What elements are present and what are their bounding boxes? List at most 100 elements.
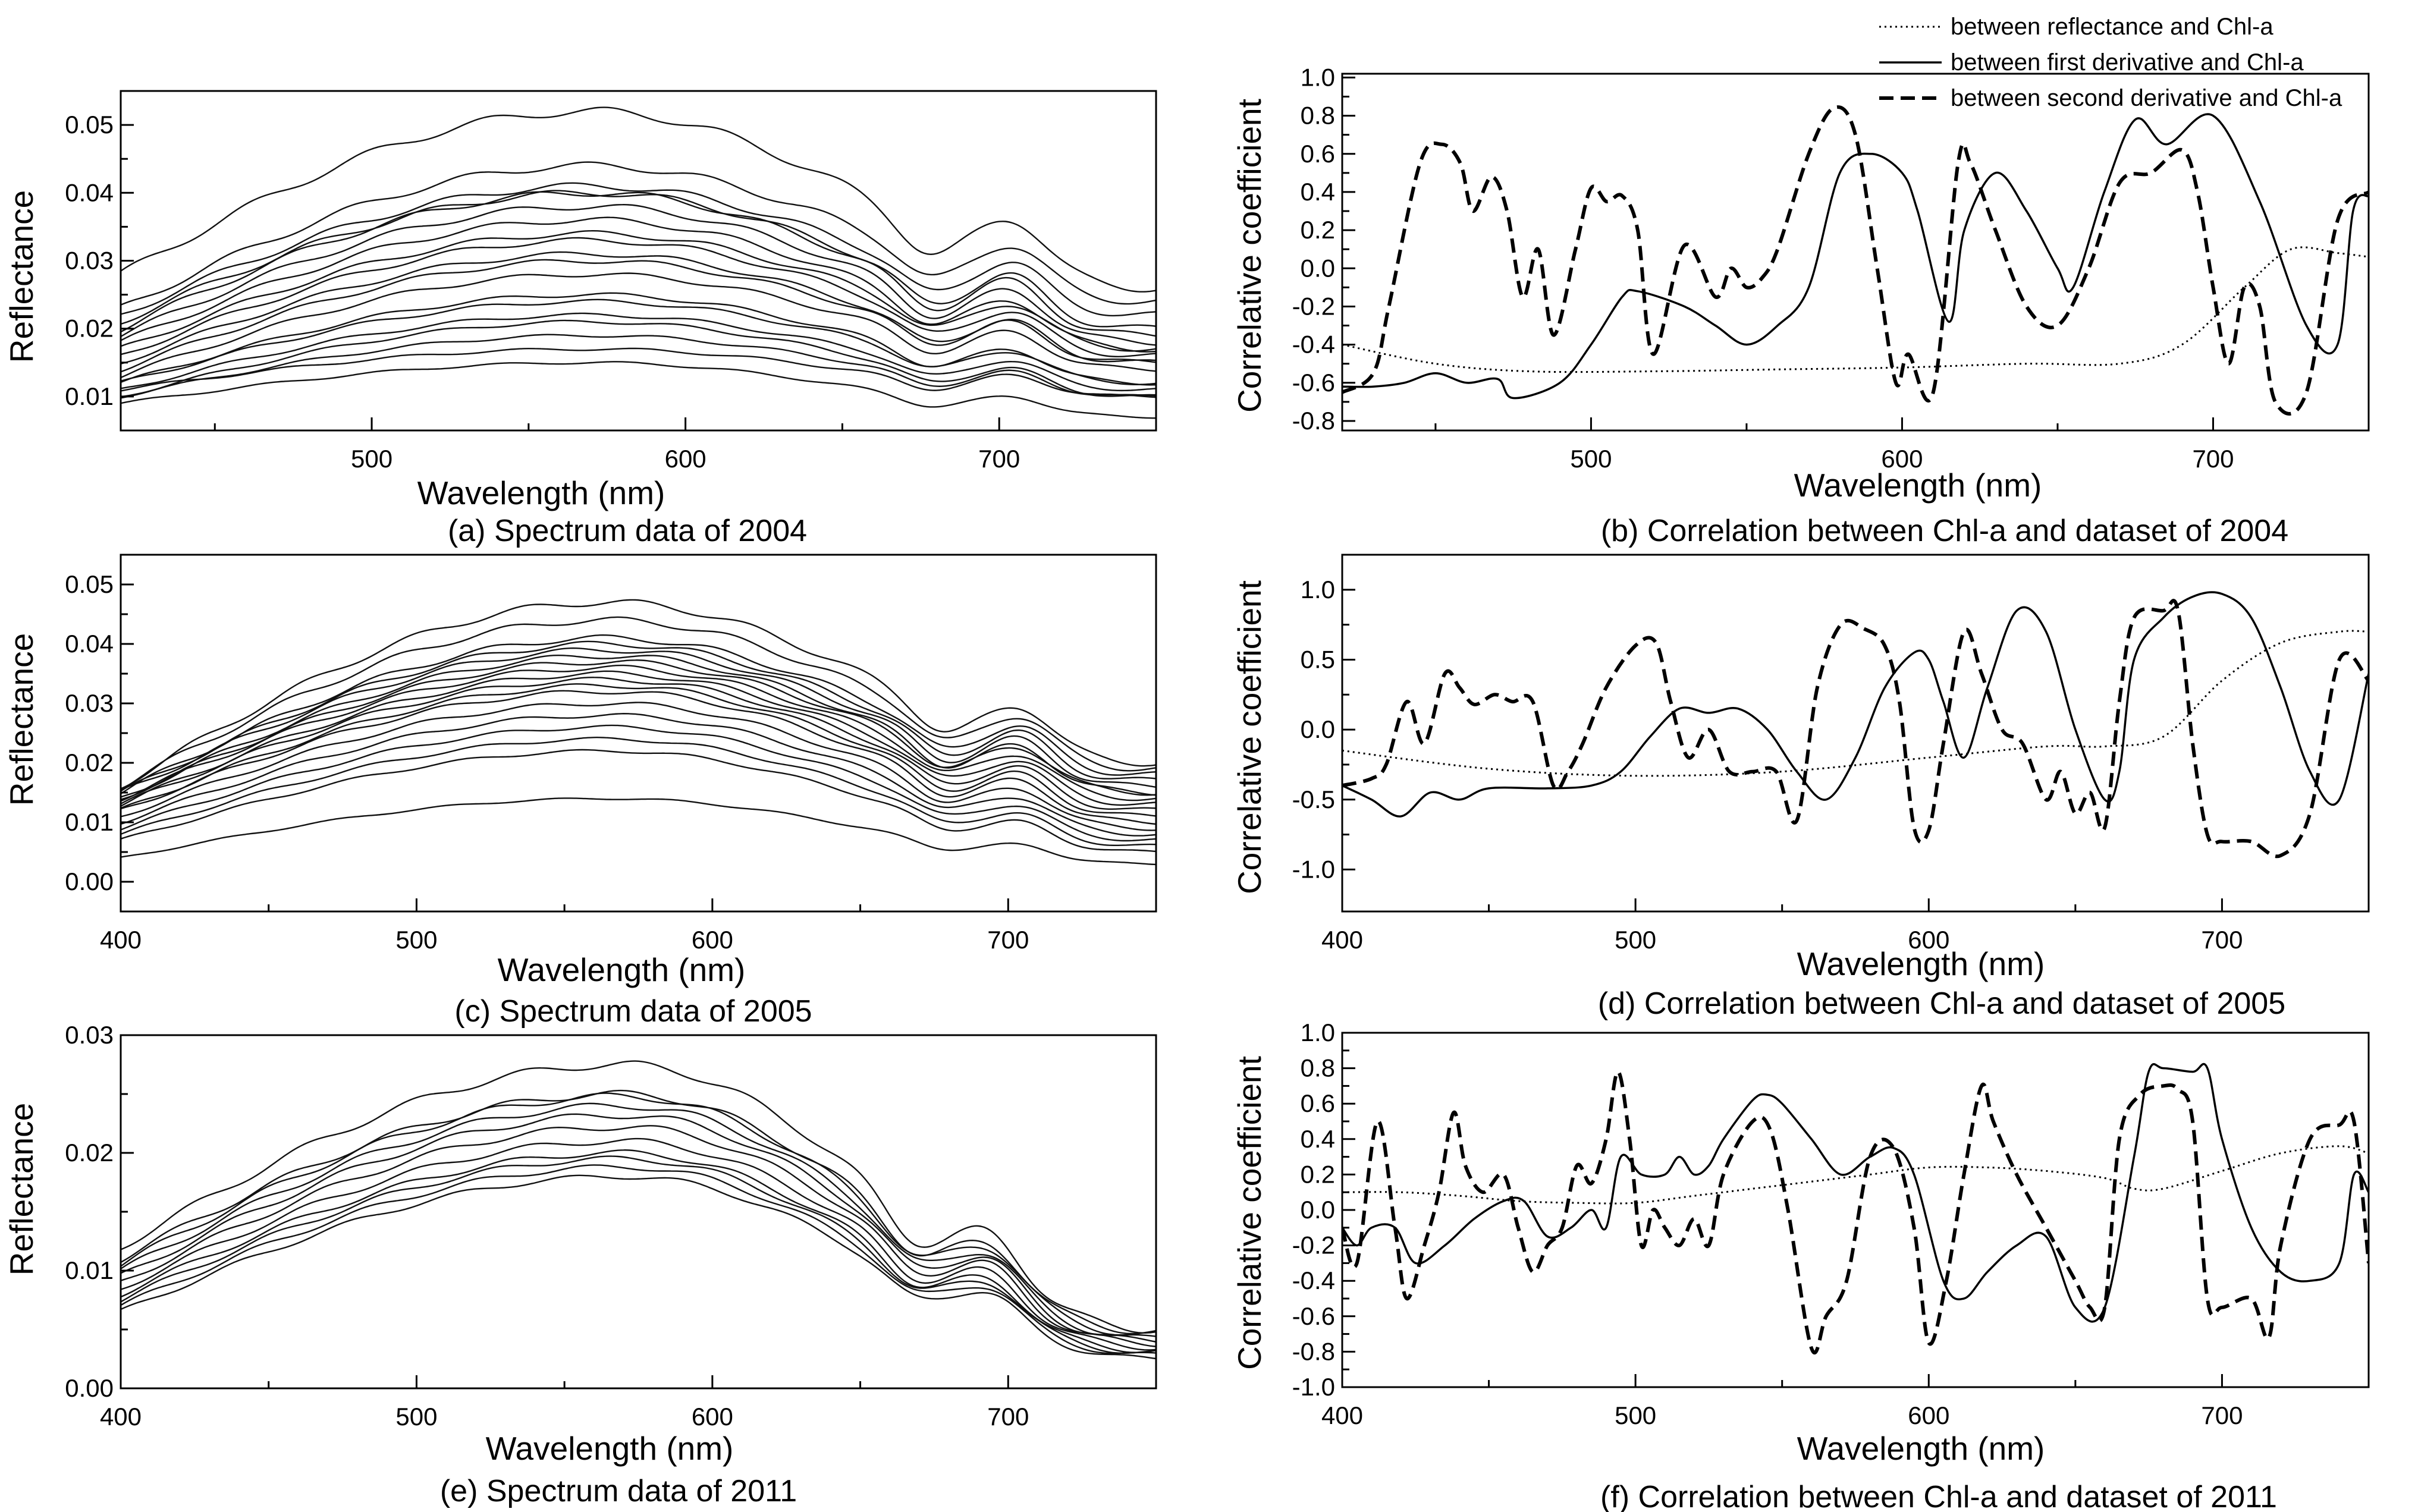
- y-axis-label: Correlative coefficient: [1231, 1056, 1268, 1370]
- x-tick-label: 400: [100, 926, 142, 954]
- spectrum-line: [121, 1092, 1156, 1336]
- y-tick-label: 0.0: [1301, 1196, 1335, 1224]
- spectrum-line: [121, 690, 1156, 825]
- y-tick-label: 0.01: [65, 382, 114, 410]
- x-tick-label: 700: [978, 445, 1020, 473]
- spectrum-line: [121, 230, 1156, 352]
- y-tick-label: -0.4: [1292, 1266, 1335, 1294]
- spectrum-line: [121, 312, 1156, 392]
- x-tick-label: 700: [987, 1403, 1029, 1431]
- panel-c-spectrum-2005: 400 500 600 700 0.00 0.01 0.02 0.03 0.04 0.05 Wav…: [3, 554, 1157, 1029]
- spectrum-line: [121, 599, 1156, 790]
- y-axis-label: Correlative coefficient: [1231, 580, 1268, 894]
- y-tick-label: 0.4: [1301, 1125, 1335, 1153]
- plot-frame: [1341, 1032, 2370, 1388]
- spectrum-line: [121, 659, 1156, 800]
- spectrum-line: [121, 203, 1156, 346]
- y-tick-label: 0.01: [65, 808, 114, 836]
- x-tick-label: 500: [1615, 926, 1656, 954]
- y-tick-label: 0.03: [65, 1021, 114, 1049]
- series-line-dotted: [1342, 246, 2369, 373]
- spectrum-line: [121, 334, 1156, 399]
- spectrum-line: [121, 161, 1156, 306]
- y-tick-label: 1.0: [1301, 576, 1335, 603]
- panel-b-correlation-2004: 500 600 700 -0.8 -0.6 -0.4 -0.2 0.0 0.2 0.4 0.6 0.8…: [1231, 14, 2370, 548]
- plot-frame: [1341, 554, 2370, 913]
- y-tick-label: 0.03: [65, 689, 114, 717]
- y-tick-label: -0.6: [1292, 1302, 1335, 1330]
- spectrum-line: [121, 702, 1156, 831]
- spectrum-line: [121, 190, 1156, 328]
- x-axis-label: Wavelength (nm): [417, 474, 665, 511]
- spectrum-line: [121, 1102, 1156, 1337]
- x-axis-label: Wavelength (nm): [1797, 945, 2045, 982]
- axis-ticks-2005-correlation: 400 500 600 700 -1.0 -0.5 0.0 0.5 1.0: [1292, 576, 2370, 954]
- spectrum-line: [121, 1113, 1156, 1343]
- y-axis-label: Reflectance: [3, 1103, 40, 1275]
- x-tick-label: 500: [395, 926, 437, 954]
- panel-caption: (f) Correlation between Chl-a and datase…: [1600, 1480, 2277, 1512]
- spectrum-line: [121, 737, 1156, 847]
- x-tick-label: 600: [1881, 445, 1923, 473]
- y-tick-label: 0.00: [65, 867, 114, 895]
- spectrum-curves-2011: [121, 1060, 1156, 1360]
- plot-frame: [120, 90, 1157, 432]
- series-line-dashed: [1342, 105, 2369, 416]
- panel-e-spectrum-2011: 400 500 600 700 0.00 0.01 0.02 0.03 Wavelength …: [3, 1021, 1157, 1508]
- x-tick-label: 700: [2201, 926, 2243, 954]
- legend-label: between second derivative and Chl-a: [1951, 85, 2342, 111]
- x-tick-label: 600: [692, 926, 733, 954]
- spectrum-line: [121, 191, 1156, 337]
- series-line-dotted: [1342, 630, 2369, 777]
- spectrum-line: [121, 1125, 1156, 1347]
- series-line-dashed: [1342, 1070, 2369, 1355]
- correlation-curves-2004: [1342, 105, 2369, 416]
- spectrum-line: [121, 292, 1156, 386]
- spectrum-line: [121, 106, 1156, 293]
- spectrum-line: [121, 272, 1156, 379]
- legend-label: between reflectance and Chl-a: [1951, 14, 2273, 40]
- spectrum-line: [121, 298, 1156, 386]
- y-axis-label: Correlative coefficient: [1231, 99, 1268, 413]
- x-tick-label: 700: [987, 926, 1029, 954]
- y-tick-label: 0.2: [1301, 216, 1335, 244]
- axis-ticks-2004-spectrum: 500 600 700 0.01 0.02 0.03 0.04 0.05: [65, 111, 1157, 473]
- x-axis-label: Wavelength (nm): [1794, 467, 2042, 504]
- panel-caption: (a) Spectrum data of 2004: [448, 514, 807, 548]
- spectrum-line: [121, 1089, 1156, 1335]
- y-tick-label: -0.8: [1292, 1337, 1335, 1365]
- spectrum-line: [121, 347, 1156, 398]
- y-tick-label: 0.05: [65, 570, 114, 598]
- spectrum-line: [121, 182, 1156, 317]
- series-line-solid: [1342, 1063, 2369, 1323]
- spectrum-curves-2004: [121, 106, 1156, 419]
- spectrum-line: [121, 216, 1156, 353]
- spectrum-line: [121, 797, 1156, 866]
- y-tick-label: 1.0: [1301, 1019, 1335, 1046]
- spectrum-line: [121, 1149, 1156, 1353]
- panel-caption: (c) Spectrum data of 2005: [454, 994, 812, 1029]
- x-tick-label: 400: [1321, 926, 1363, 954]
- panel-a-spectrum-2004: 500 600 700 0.01 0.02 0.03 0.04 0.05 Wavelength…: [3, 90, 1157, 548]
- spectrum-line: [121, 237, 1156, 358]
- spectrum-line: [121, 1137, 1156, 1351]
- x-tick-label: 500: [1615, 1401, 1656, 1429]
- y-tick-label: -0.2: [1292, 292, 1335, 320]
- x-axis-label: Wavelength (nm): [498, 951, 746, 988]
- spectrum-line: [121, 1155, 1156, 1354]
- y-tick-label: -0.4: [1292, 331, 1335, 359]
- x-tick-label: 600: [692, 1403, 733, 1431]
- spectrum-line: [121, 361, 1156, 419]
- y-tick-label: 0.00: [65, 1374, 114, 1402]
- y-tick-label: 0.8: [1301, 102, 1335, 130]
- spectrum-line: [121, 616, 1156, 791]
- y-tick-label: 0.02: [65, 315, 114, 342]
- y-tick-label: -1.0: [1292, 855, 1335, 883]
- axis-ticks-2011-spectrum: 400 500 600 700 0.00 0.01 0.02 0.03: [65, 1021, 1157, 1431]
- y-axis-label: Reflectance: [3, 190, 40, 363]
- y-tick-label: 0.6: [1301, 140, 1335, 168]
- y-tick-label: 0.4: [1301, 178, 1335, 206]
- x-tick-label: 700: [2192, 445, 2234, 473]
- y-tick-label: 0.02: [65, 749, 114, 777]
